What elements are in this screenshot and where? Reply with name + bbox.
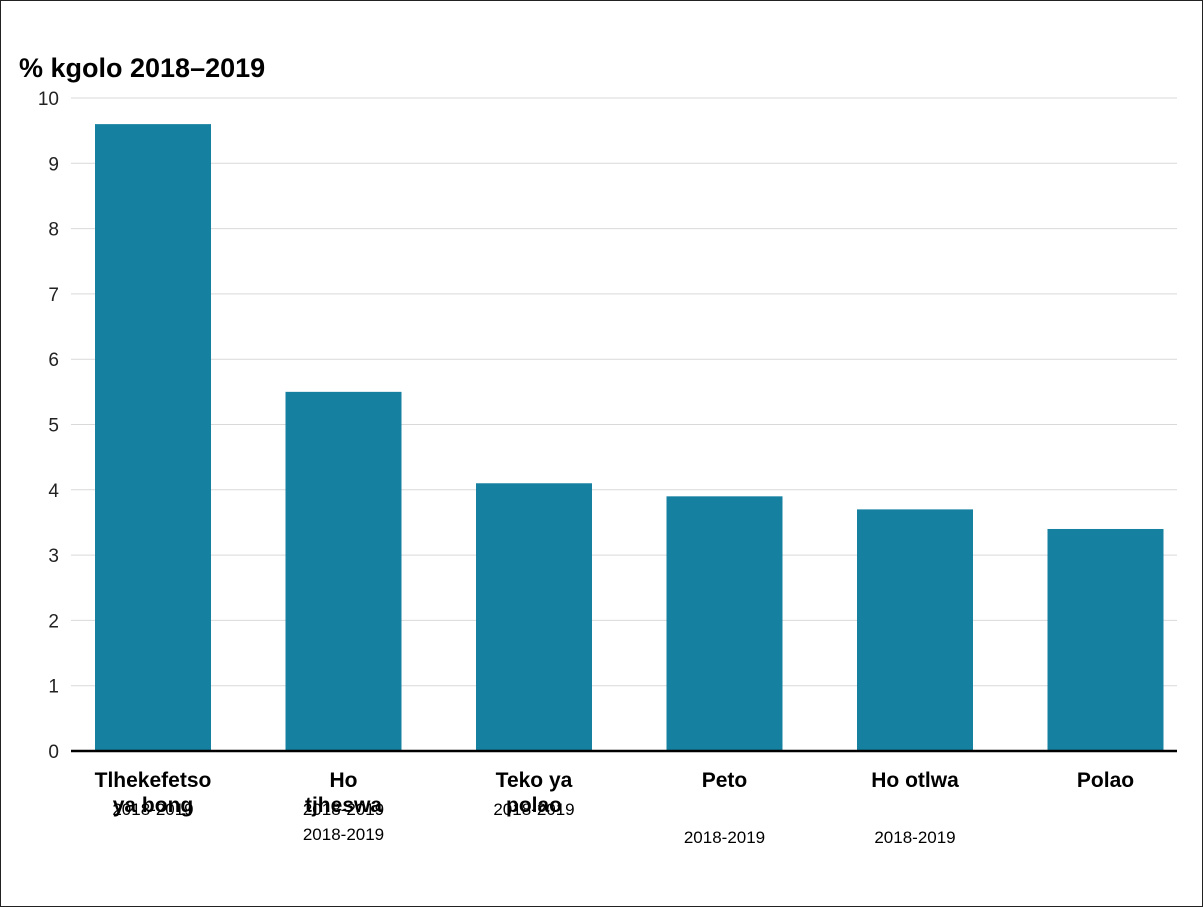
y-tick-label: 10 (38, 89, 59, 110)
category-label: Teko ya (496, 769, 573, 792)
bar (95, 124, 211, 752)
y-tick-label: 6 (48, 350, 59, 371)
y-tick-label: 1 (48, 677, 59, 698)
category-label: tjheswa (305, 794, 382, 817)
y-tick-label: 3 (48, 546, 59, 567)
y-tick-label: 2 (48, 611, 59, 632)
category-label: Polao (1077, 769, 1134, 792)
y-tick-label: 0 (48, 742, 59, 763)
y-tick-label: 8 (48, 220, 59, 241)
bars (95, 124, 1164, 752)
category-label: Ho (330, 769, 358, 792)
bar (476, 483, 592, 751)
category-sublabel: 2018-2019 (303, 825, 384, 844)
category-sublabel: 2018-2019 (684, 828, 765, 847)
y-tick-label: 4 (48, 481, 59, 502)
bar (857, 509, 973, 751)
category-label: Ho otlwa (871, 769, 959, 792)
category-sublabel: 2018-2019 (112, 800, 193, 819)
category-label: ya bong (113, 794, 194, 817)
category-sublabel: 2018-2019 (303, 800, 384, 819)
category-label: Tlhekefetso (95, 769, 212, 792)
y-tick-label: 5 (48, 416, 59, 437)
bar (666, 496, 783, 751)
category-label: polao (506, 794, 562, 817)
y-tick-label: 9 (48, 154, 59, 175)
category-label: Peto (702, 769, 748, 792)
category-sublabel: 2018-2019 (874, 828, 955, 847)
y-axis-ticks: 0 1 2 3 4 5 6 7 8 9 10 (38, 89, 60, 763)
bar (285, 391, 402, 751)
chart-title: % kgolo 2018–2019 (19, 53, 265, 83)
gridlines (71, 97, 1177, 687)
bar (1047, 528, 1164, 751)
y-tick-label: 7 (48, 285, 59, 306)
category-sublabel: 2018-2019 (493, 800, 574, 819)
